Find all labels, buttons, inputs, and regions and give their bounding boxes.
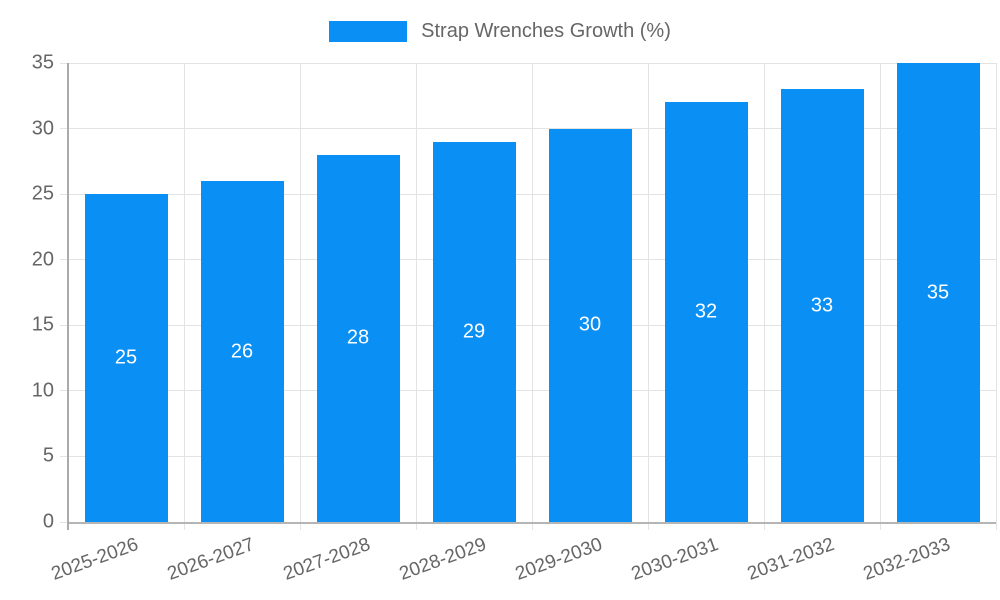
y-tickmark — [60, 390, 68, 392]
bar — [664, 102, 748, 522]
y-tick-label: 0 — [42, 510, 54, 533]
bar-value-label: 35 — [926, 281, 950, 303]
legend-label: Strap Wrenches Growth (%) — [421, 20, 671, 42]
x-tickmark — [299, 522, 301, 530]
x-tickmark — [415, 522, 417, 530]
x-tickmark — [879, 522, 881, 530]
bar — [200, 181, 284, 522]
gridline-vertical — [299, 63, 301, 522]
gridline-vertical — [879, 63, 881, 522]
gridline-vertical — [995, 63, 997, 522]
gridline-vertical — [763, 63, 765, 522]
y-tick-label: 10 — [31, 379, 54, 402]
y-tick-label: 30 — [31, 117, 54, 140]
bar — [432, 141, 516, 522]
bar — [84, 194, 168, 522]
bar-value-label: 28 — [346, 326, 370, 349]
bar — [548, 128, 632, 522]
bar-value-label: 32 — [694, 300, 718, 323]
y-tickmark — [60, 521, 68, 523]
legend: Strap Wrenches Growth (%) — [0, 18, 1000, 44]
x-tickmark — [763, 522, 765, 530]
gridline-vertical — [415, 63, 417, 522]
x-tickmark — [995, 522, 997, 530]
legend-item[interactable]: Strap Wrenches Growth (%) — [329, 18, 671, 44]
bar — [780, 89, 864, 522]
y-tickmark — [60, 62, 68, 64]
y-tickmark — [60, 324, 68, 326]
y-tickmark — [60, 128, 68, 130]
gridline-vertical — [183, 63, 185, 522]
bar-value-label: 26 — [230, 340, 254, 362]
bar — [316, 154, 400, 522]
y-tickmark — [60, 259, 68, 261]
y-tickmark — [60, 455, 68, 457]
y-tick-label: 15 — [31, 313, 54, 336]
bar — [896, 63, 980, 522]
x-tickmark — [647, 522, 649, 530]
y-tick-label: 25 — [31, 182, 54, 205]
y-tickmark — [60, 193, 68, 195]
x-axis-line — [68, 522, 996, 524]
bar-value-label: 33 — [810, 294, 834, 317]
x-tickmark — [531, 522, 533, 530]
x-tickmark — [183, 522, 185, 530]
y-axis-line — [67, 63, 69, 530]
bar-value-label: 25 — [114, 346, 138, 369]
bar-value-label: 29 — [462, 320, 486, 343]
y-tick-label: 35 — [31, 51, 54, 74]
y-tick-label: 5 — [42, 444, 54, 467]
legend-swatch — [329, 20, 408, 42]
gridline-vertical — [531, 63, 533, 522]
plot-area: 0 5 10 15 20 25 30 35 25 2025-2026 26 2026-2027 28 20… — [32, 52, 997, 585]
bar-value-label: 30 — [578, 313, 602, 336]
gridline-vertical — [647, 63, 649, 522]
y-tick-label: 20 — [31, 248, 54, 271]
